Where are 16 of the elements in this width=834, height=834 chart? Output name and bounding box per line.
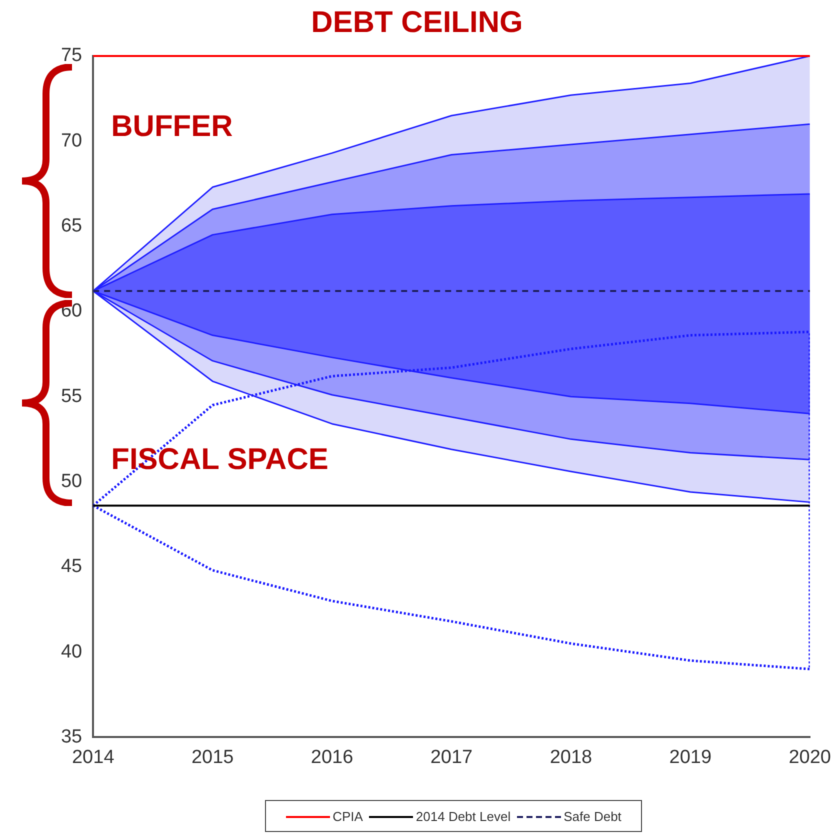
legend-label: CPIA xyxy=(332,808,363,824)
y-tick-label: 45 xyxy=(60,556,82,578)
x-tick-label: 2016 xyxy=(310,746,354,768)
x-tick-label: 2014 xyxy=(72,746,115,768)
y-tick-label: 75 xyxy=(60,45,82,66)
y-tick-label: 40 xyxy=(60,641,82,662)
x-tick-label: 2017 xyxy=(430,746,473,768)
y-tick-label: 35 xyxy=(60,726,82,748)
legend-label: Safe Debt xyxy=(562,808,622,824)
x-tick-label: 2020 xyxy=(788,746,832,768)
x-tick-label: 2019 xyxy=(669,746,712,768)
x-tick-label: 2018 xyxy=(550,746,592,768)
chart-title: DEBT CEILING xyxy=(310,6,524,40)
x-tick-label: 2015 xyxy=(191,746,234,768)
annotation: BUFFER xyxy=(111,110,233,144)
legend-label: 2014 Debt Level xyxy=(414,808,511,824)
